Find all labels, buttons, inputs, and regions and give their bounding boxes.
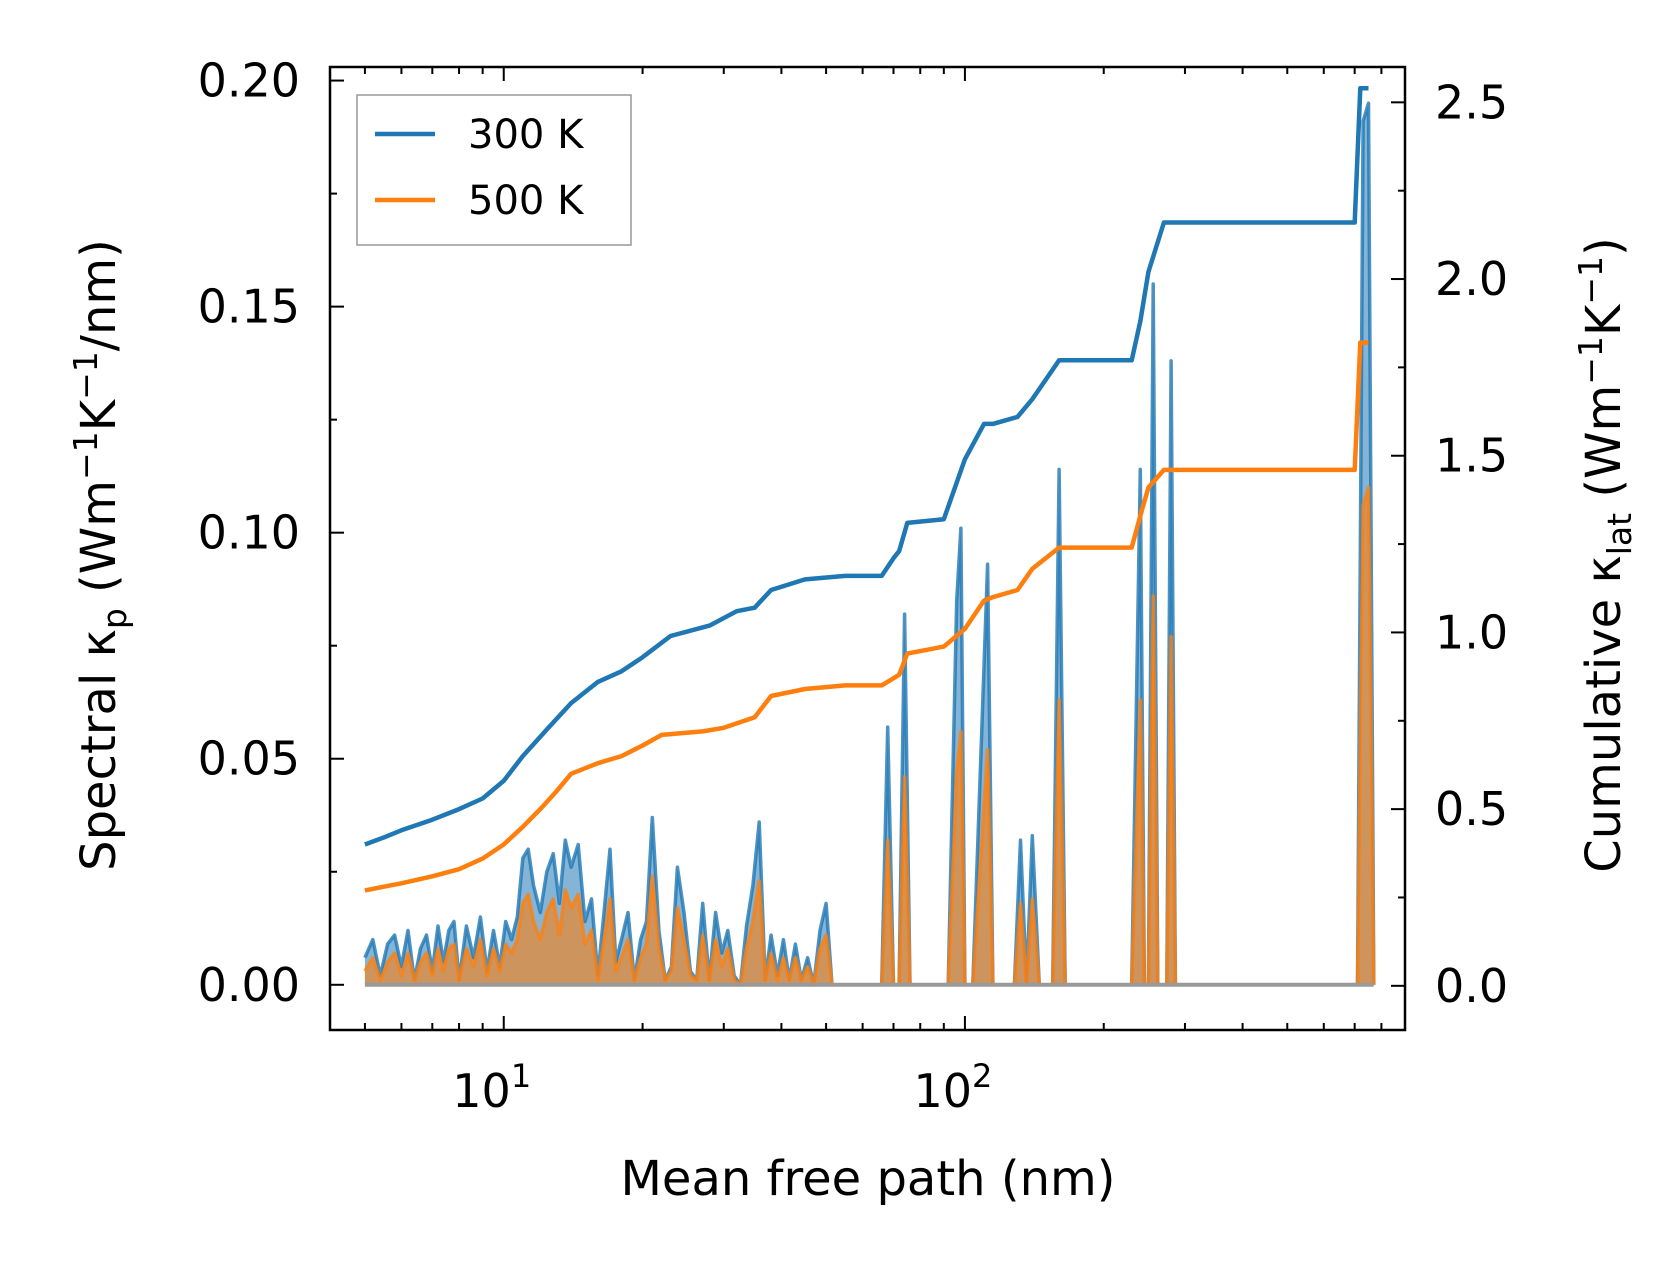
axes: 101 1020.000.050.100.150.200.00.51.01.52.… [198,54,1509,1118]
y-right-tick-label: 2.5 [1435,75,1508,129]
y-right-title-unit-close: ) [1576,237,1632,256]
y-left-tick-label: 0.05 [198,732,300,786]
x-tick-label-exponent: 2 [972,1057,992,1095]
y-left-tick-label: 0.20 [198,54,300,108]
legend: 300 K 500 K [356,94,632,246]
cumulative-line-500k [364,340,1369,893]
legend-frame [356,94,632,246]
y-right-title-unit-open: (Wm [1576,385,1632,513]
y-right-tick-label: 2.0 [1435,252,1508,306]
y-left-tick-label: 0.00 [198,958,300,1012]
cumulative-line-300k [364,85,1369,847]
y-left-tick-label: 0.15 [198,280,300,334]
y-right-title-mid: K [1576,303,1632,336]
y-right-title-sub: lat [1600,513,1639,555]
x-tick-label-base: 10 [452,1064,511,1118]
y-right-tick-label: 1.5 [1435,429,1508,483]
plot-area [363,85,1376,987]
y-left-title-unit-open: (Wm [71,480,127,608]
y-left-title-unit-close: /nm) [71,239,127,351]
y-right-tick-label: 1.0 [1435,605,1508,659]
x-tick-label: 102 [913,1057,992,1118]
y-left-title-sup1: −1 [66,431,105,480]
plot-frame [328,65,1407,1032]
y-left-title-mid: K [71,398,127,431]
y-right-tick-label: 0.0 [1435,959,1508,1013]
y-right-tick-label: 0.5 [1435,782,1508,836]
legend-label-500k: 500 K [468,178,585,224]
y-left-tick-label: 0.10 [198,506,300,560]
y-axis-left-title: Spectral κp (Wm−1K−1/nm) [66,239,134,871]
y-left-title-base: Spectral κ [71,629,127,871]
x-tick-label: 101 [452,1057,531,1118]
y-left-title-sub: p [95,608,134,629]
y-left-title-sup2: −1 [66,351,105,400]
y-right-title-sup2: −1 [1571,256,1610,305]
x-tick-label-base: 10 [913,1064,972,1118]
x-tick-label-exponent: 1 [511,1057,531,1095]
x-axis-title: Mean free path (nm) [621,1151,1116,1207]
y-right-title-base: Cumulative κ [1576,555,1632,873]
y-axis-right-title: Cumulative κlat (Wm−1K−1) [1571,237,1639,873]
legend-label-300k: 300 K [468,112,585,158]
y-right-title-sup1: −1 [1571,336,1610,385]
